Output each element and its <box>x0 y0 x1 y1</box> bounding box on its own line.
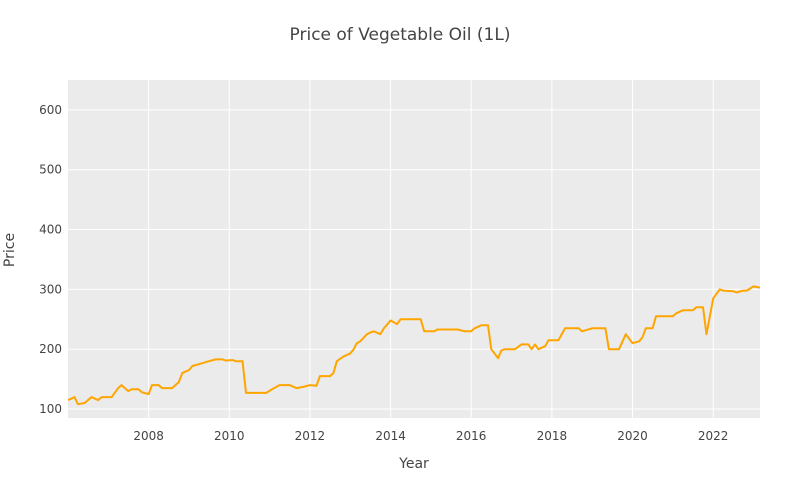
chart-title: Price of Vegetable Oil (1L) <box>290 25 511 45</box>
y-axis-ticks: 100 200 300 400 500 600 <box>39 103 62 416</box>
y-tick-label: 500 <box>39 163 62 177</box>
y-tick-label: 300 <box>39 282 62 296</box>
y-tick-label: 600 <box>39 103 62 117</box>
x-tick-label: 2016 <box>456 429 487 443</box>
x-tick-label: 2014 <box>375 429 406 443</box>
x-tick-label: 2012 <box>295 429 326 443</box>
x-axis-title: Year <box>398 456 429 472</box>
x-axis-ticks: 2008 2010 2012 2014 2016 2018 2020 2022 <box>133 429 728 443</box>
x-tick-label: 2008 <box>133 429 164 443</box>
y-tick-label: 200 <box>39 342 62 356</box>
gridlines <box>68 80 760 418</box>
series-line <box>67 285 761 406</box>
y-tick-label: 100 <box>39 402 62 416</box>
y-axis-title: Price <box>2 233 18 267</box>
y-tick-label: 400 <box>39 223 62 237</box>
x-tick-label: 2022 <box>698 429 729 443</box>
x-tick-label: 2010 <box>214 429 245 443</box>
x-tick-label: 2020 <box>617 429 648 443</box>
plot-area <box>68 80 760 418</box>
x-tick-label: 2018 <box>537 429 568 443</box>
